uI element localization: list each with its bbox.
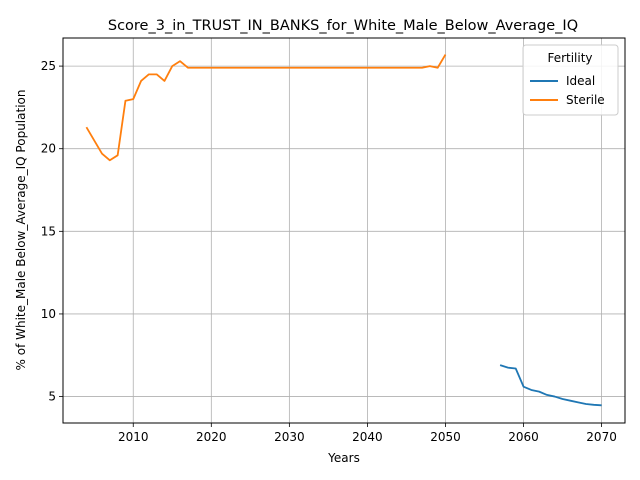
y-tick-label: 10 (41, 307, 56, 321)
axis-ticks: 2010 2020 2030 2040 2050 2060 2070 5 10 15 20 25 (41, 59, 617, 444)
legend-entry-sterile: Sterile (566, 93, 605, 107)
x-tick-label: 2020 (196, 430, 227, 444)
x-tick-label: 2010 (118, 430, 149, 444)
plot-frame (62, 37, 626, 424)
legend: Fertility Ideal Sterile (522, 44, 619, 116)
legend-entry-ideal: Ideal (566, 74, 595, 88)
y-tick-label: 15 (41, 224, 56, 238)
x-tick-label: 2040 (352, 430, 383, 444)
legend-title: Fertility (547, 51, 592, 65)
x-tick-label: 2030 (274, 430, 305, 444)
series-line-sterile (85, 54, 447, 162)
x-axis-label: Years (327, 451, 360, 465)
y-tick-label: 20 (41, 142, 56, 156)
x-tick-label: 2050 (430, 430, 461, 444)
x-tick-label: 2060 (508, 430, 539, 444)
gridlines (63, 38, 625, 423)
series-line-ideal (499, 364, 602, 407)
x-tick-label: 2070 (586, 430, 617, 444)
chart-title: Score_3_in_TRUST_IN_BANKS_for_White_Male… (108, 18, 578, 34)
legend-box (522, 44, 619, 116)
y-tick-label: 5 (48, 390, 56, 404)
y-tick-label: 25 (41, 59, 56, 73)
series-layer (85, 54, 602, 407)
y-axis-label: % of White_Male Below_Average_IQ Populat… (14, 90, 28, 371)
